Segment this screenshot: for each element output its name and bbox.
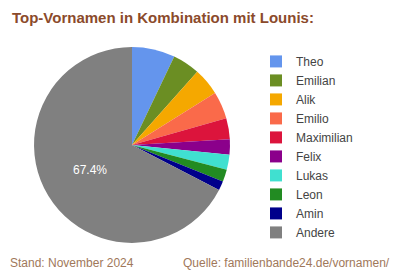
svg-text:Leon: Leon [296,188,323,202]
svg-text:Maximilian: Maximilian [296,131,353,145]
svg-text:Amin: Amin [296,207,323,221]
svg-text:Lukas: Lukas [296,169,328,183]
svg-text:67.4%: 67.4% [73,163,107,177]
svg-text:Alik: Alik [296,93,316,107]
svg-text:Emilian: Emilian [296,74,335,88]
svg-text:Felix: Felix [296,150,321,164]
svg-text:Top-Vornamen in Kombination mi: Top-Vornamen in Kombination mit Lounis: [12,9,314,26]
svg-text:Stand: November 2024: Stand: November 2024 [10,256,134,270]
svg-text:Andere: Andere [296,226,335,240]
svg-text:Quelle: familienbande24.de/vor: Quelle: familienbande24.de/vornamen/ [183,256,390,270]
svg-text:Theo: Theo [296,55,324,69]
svg-text:Emilio: Emilio [296,112,329,126]
